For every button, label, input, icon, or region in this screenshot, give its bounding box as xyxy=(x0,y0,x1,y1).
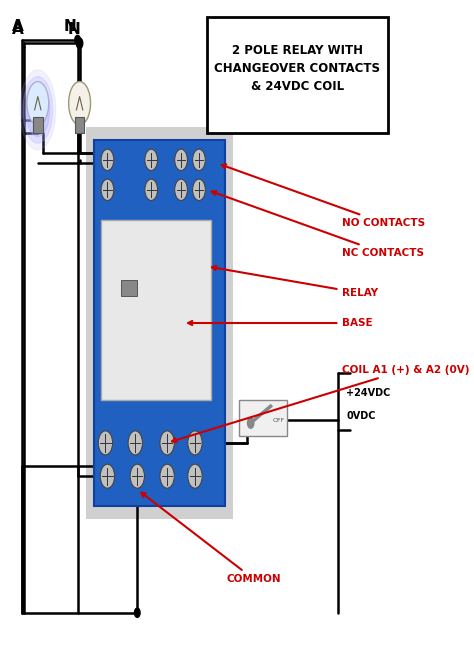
Circle shape xyxy=(101,149,114,170)
Text: N: N xyxy=(64,19,76,34)
Text: NO CONTACTS: NO CONTACTS xyxy=(222,165,425,228)
Text: 0VDC: 0VDC xyxy=(346,411,376,422)
Circle shape xyxy=(175,149,187,170)
Text: +24VDC: +24VDC xyxy=(346,388,391,398)
Text: 2 POLE RELAY WITH
CHANGEOVER CONTACTS
& 24VDC COIL: 2 POLE RELAY WITH CHANGEOVER CONTACTS & … xyxy=(214,44,381,93)
Ellipse shape xyxy=(69,82,91,125)
Circle shape xyxy=(101,179,114,200)
Text: COIL A1 (+) & A2 (0V): COIL A1 (+) & A2 (0V) xyxy=(172,364,470,442)
Circle shape xyxy=(135,608,140,617)
Text: A: A xyxy=(12,19,24,34)
Text: N: N xyxy=(68,23,81,37)
Circle shape xyxy=(128,431,143,455)
Ellipse shape xyxy=(27,82,49,125)
Circle shape xyxy=(188,464,202,488)
Ellipse shape xyxy=(20,70,56,150)
Bar xyxy=(207,17,388,133)
Text: A: A xyxy=(12,23,24,37)
Circle shape xyxy=(145,179,157,200)
Text: BASE: BASE xyxy=(188,318,373,328)
Text: 0074: 0074 xyxy=(131,300,149,306)
Circle shape xyxy=(192,179,205,200)
Circle shape xyxy=(192,149,205,170)
Circle shape xyxy=(100,464,115,488)
Bar xyxy=(93,140,225,506)
Circle shape xyxy=(98,431,113,455)
Bar xyxy=(121,280,137,296)
Ellipse shape xyxy=(23,77,53,143)
Text: RELAY: RELAY xyxy=(212,266,378,298)
Circle shape xyxy=(160,431,174,455)
Bar xyxy=(85,127,233,519)
Circle shape xyxy=(130,464,145,488)
Circle shape xyxy=(175,179,187,200)
Bar xyxy=(75,117,84,133)
Circle shape xyxy=(76,38,83,49)
Text: ~12A 250V~: ~12A 250V~ xyxy=(108,272,157,281)
Circle shape xyxy=(160,464,174,488)
Text: OFF: OFF xyxy=(273,418,285,424)
Text: NC CONTACTS: NC CONTACTS xyxy=(212,191,424,258)
Bar xyxy=(101,220,211,400)
Ellipse shape xyxy=(26,83,50,137)
Text: finder: finder xyxy=(118,238,148,248)
Circle shape xyxy=(188,431,202,455)
Circle shape xyxy=(75,35,81,45)
Bar xyxy=(33,117,43,133)
Text: COMMON: COMMON xyxy=(141,493,282,585)
Text: Type 56.32: Type 56.32 xyxy=(108,255,153,264)
Circle shape xyxy=(145,149,157,170)
Circle shape xyxy=(247,418,254,428)
Bar xyxy=(239,400,286,436)
